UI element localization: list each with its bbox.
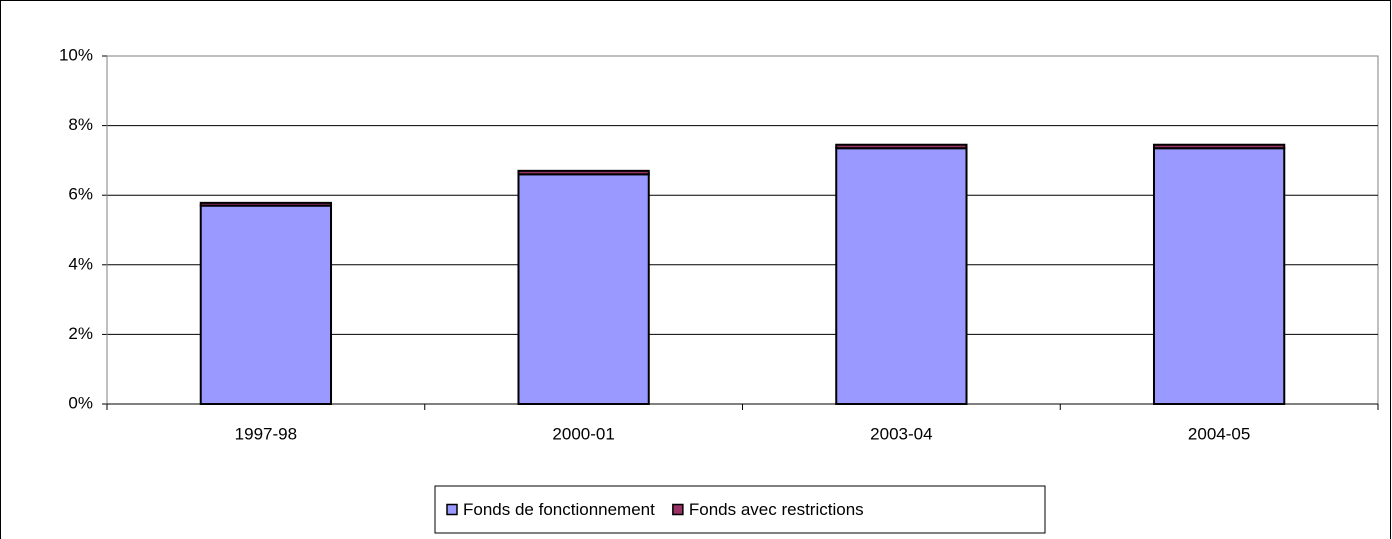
- legend-swatch: [672, 503, 684, 516]
- y-tick-label: 8%: [68, 115, 93, 134]
- legend-label: Fonds avec restrictions: [689, 500, 864, 519]
- bar-segment: [199, 201, 333, 207]
- y-tick-label: 4%: [68, 254, 93, 273]
- x-tick-label: 2003-04: [870, 424, 932, 443]
- legend-box: [434, 485, 1046, 534]
- y-tick-label: 10%: [59, 45, 93, 64]
- legend-label: Fonds de fonctionnement: [463, 500, 655, 519]
- y-tick-label: 0%: [68, 393, 93, 412]
- bar-segment: [199, 204, 333, 405]
- bar-segment: [835, 143, 968, 150]
- x-tick-label: 1997-98: [235, 424, 297, 443]
- y-tick-label: 6%: [68, 185, 93, 204]
- y-tick-label: 2%: [68, 324, 93, 343]
- x-tick-label: 2000-01: [552, 424, 614, 443]
- bar-segment: [517, 169, 650, 176]
- bar-segment: [517, 173, 650, 405]
- bar-segment: [835, 147, 968, 405]
- legend-swatch: [446, 503, 458, 516]
- bar-segment: [1152, 143, 1286, 150]
- bar-segment: [1152, 147, 1286, 405]
- x-tick-label: 2004-05: [1188, 424, 1250, 443]
